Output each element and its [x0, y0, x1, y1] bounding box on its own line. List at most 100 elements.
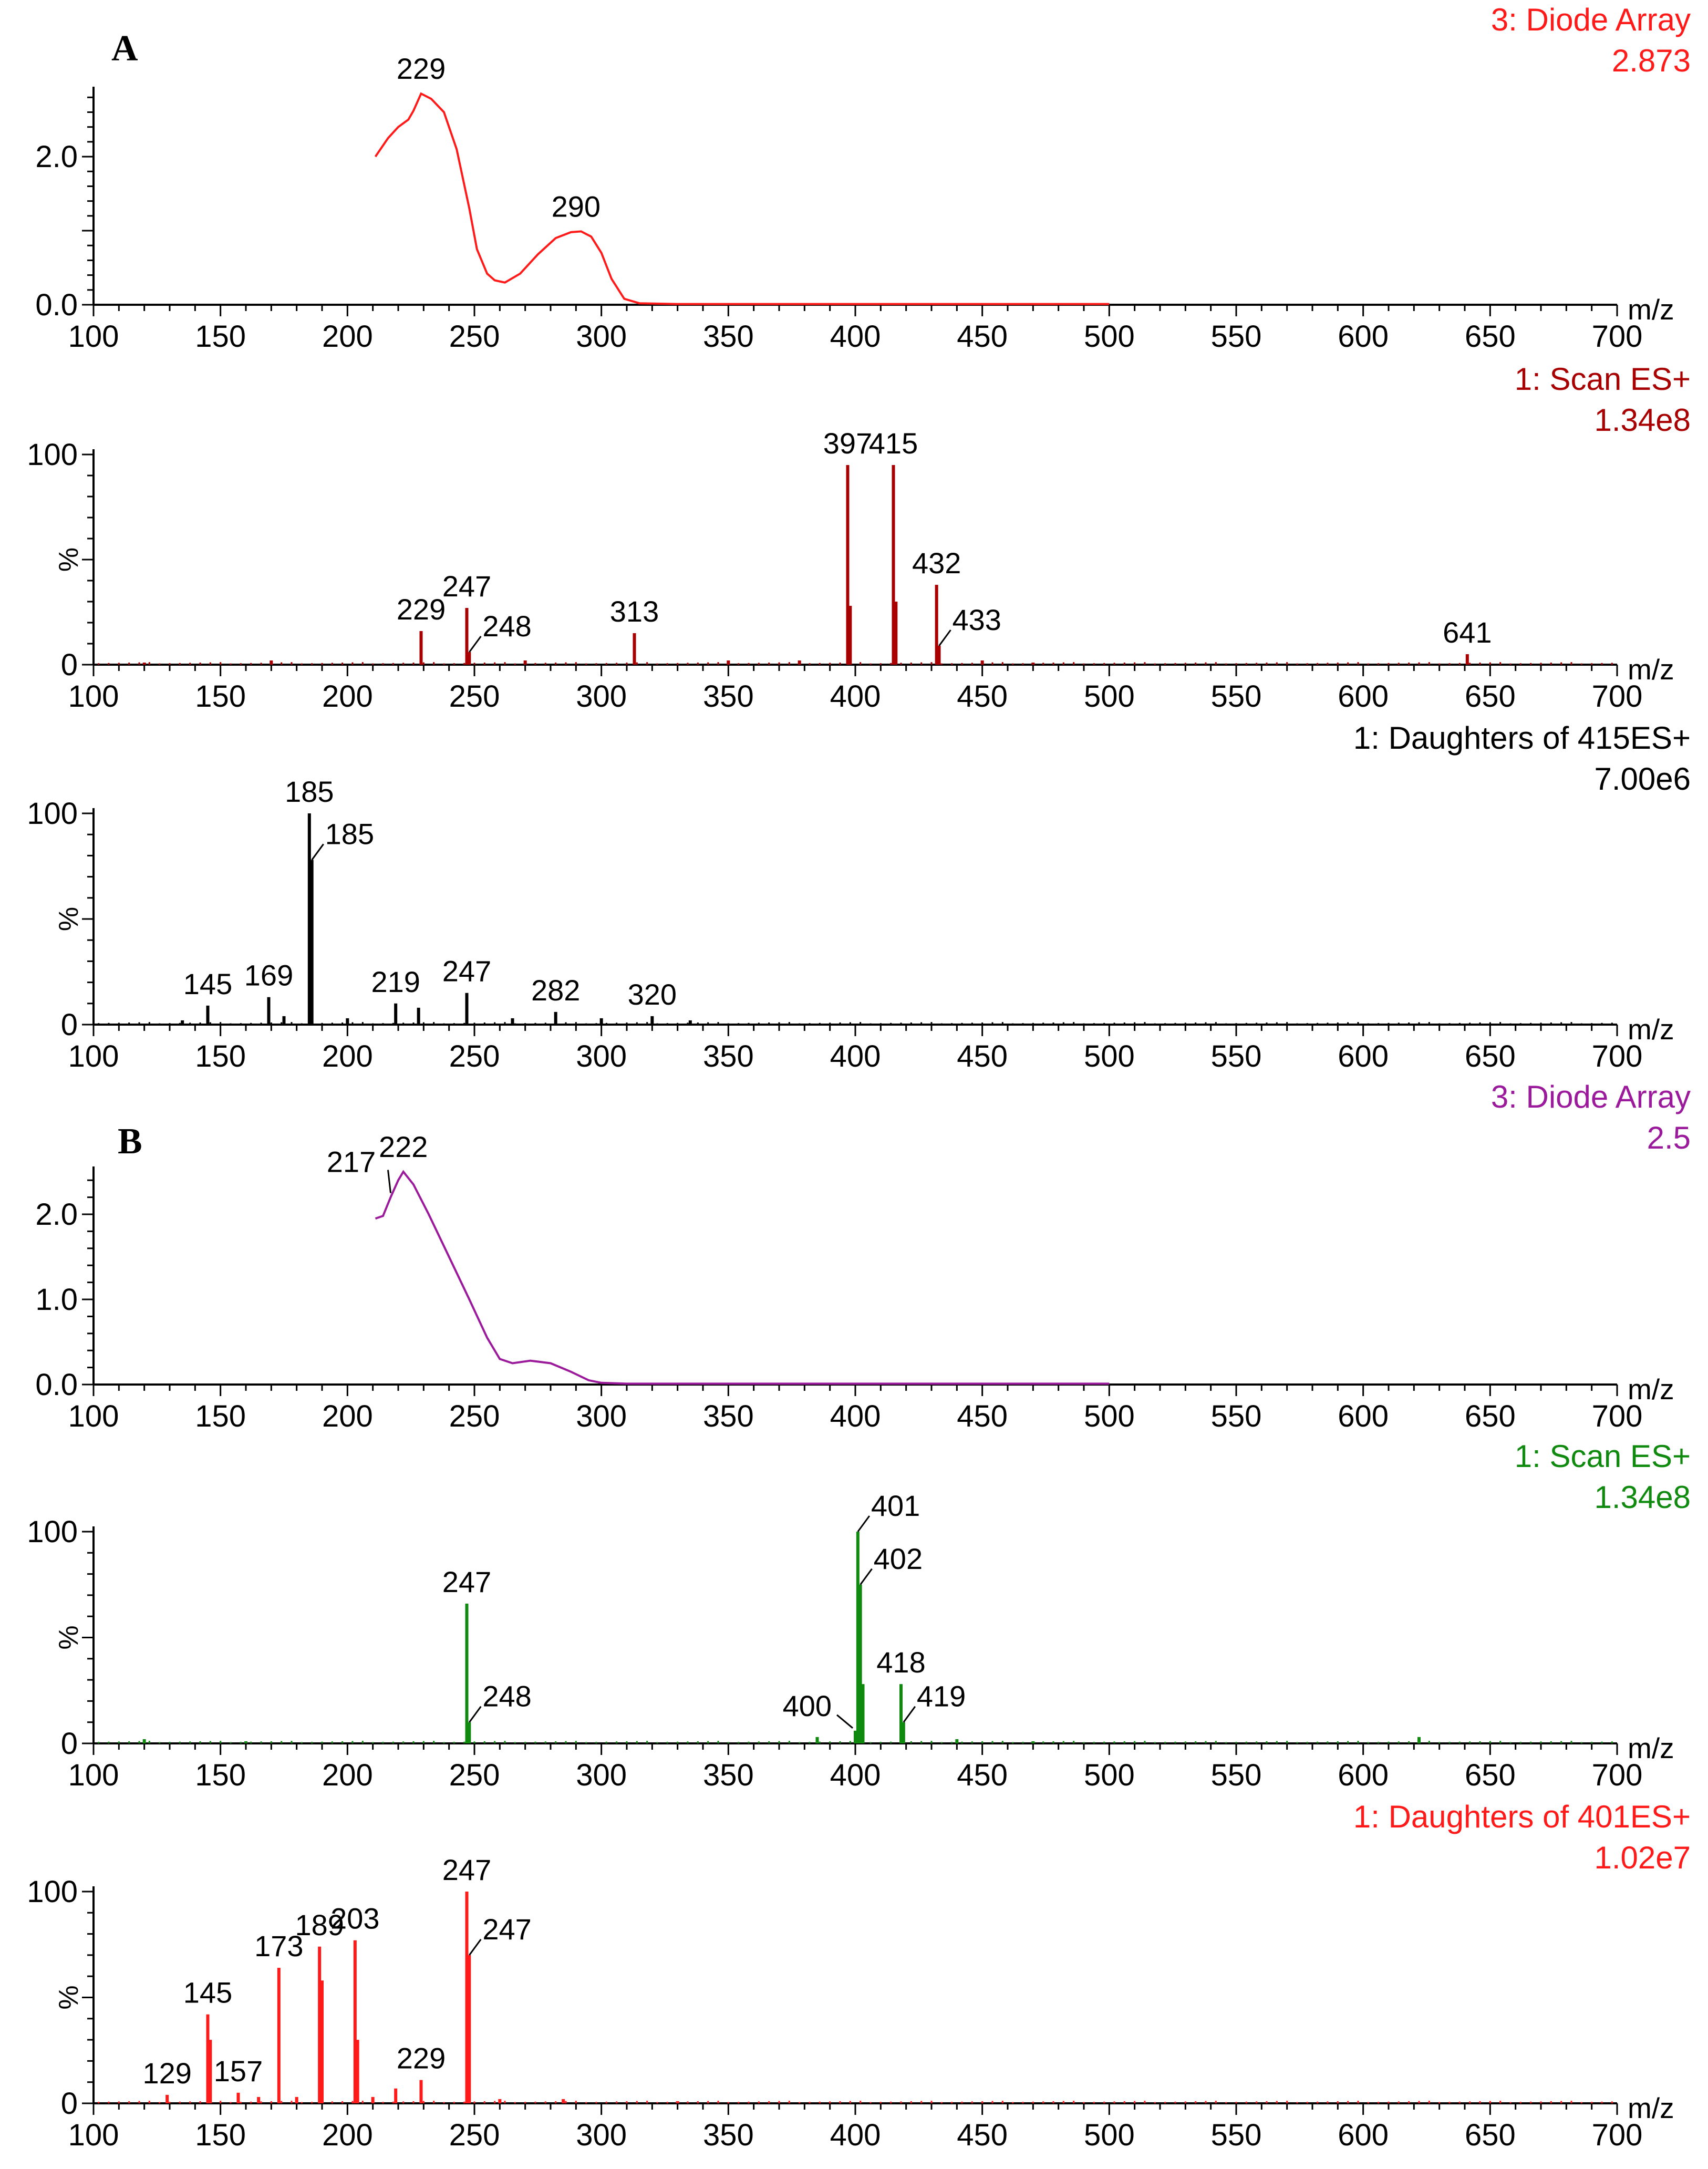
peak-leader	[836, 1714, 853, 1729]
x-tick-label: 650	[1465, 679, 1516, 714]
peak-label: 247	[442, 570, 491, 603]
y-tick-label: 2.0	[35, 1197, 78, 1232]
x-tick-label: 550	[1211, 319, 1262, 354]
x-tick-label: 450	[957, 1399, 1008, 1433]
peak-label: 247	[482, 1913, 531, 1946]
y-tick-label: 100	[27, 438, 78, 472]
x-tick-label: 100	[68, 2118, 119, 2152]
chart-stack: 3: Diode Array 2.873 100 150 200 250 300 350 400…	[27, 2, 1691, 2152]
x-tick-label: 100	[68, 319, 119, 354]
x-tick-label: 250	[449, 2118, 500, 2152]
peak-label: 247	[442, 955, 491, 988]
peak-label: 290	[552, 190, 601, 223]
y-axis-label: %	[54, 548, 84, 572]
x-tick-label: 700	[1592, 679, 1643, 714]
x-tick-label: 500	[1084, 2118, 1135, 2152]
x-tick-label: 650	[1465, 1758, 1516, 1792]
x-tick-label: 700	[1592, 1399, 1643, 1433]
y-axis-label: %	[54, 1625, 84, 1649]
x-tick-label: 400	[830, 319, 881, 354]
peak-label: 173	[254, 1929, 303, 1963]
chart-title: 3: Diode Array	[1491, 1079, 1691, 1114]
peak-leader	[469, 1706, 482, 1723]
x-tick-label: 150	[195, 319, 246, 354]
peak-leader	[857, 1515, 871, 1532]
x-tick-label: 100	[68, 1399, 119, 1433]
x-tick-label: 650	[1465, 2118, 1516, 2152]
x-tick-label: 350	[703, 1758, 754, 1792]
x-tick-label: 400	[830, 2118, 881, 2152]
x-tick-label: 400	[830, 1399, 881, 1433]
x-tick-label: 600	[1338, 319, 1389, 354]
x-tick-label: 350	[703, 2118, 754, 2152]
y-axis-label: %	[54, 907, 84, 931]
peak-label: 229	[397, 52, 446, 85]
x-tick-label: 500	[1084, 1039, 1135, 1073]
peak-label: 313	[610, 595, 659, 628]
x-tick-label: 300	[576, 1039, 627, 1073]
x-tick-label: 450	[957, 319, 1008, 354]
x-tick-label: 200	[322, 1399, 373, 1433]
peak-label: 401	[871, 1489, 920, 1522]
peak-label: 433	[953, 603, 1001, 636]
chart-title: 3: Diode Array	[1491, 2, 1691, 37]
x-tick-label: 450	[957, 1039, 1008, 1073]
x-tick-label: 300	[576, 319, 627, 354]
x-tick-label: 100	[68, 679, 119, 714]
peak-leader	[938, 629, 951, 646]
x-tick-label: 550	[1211, 1399, 1262, 1433]
peak-label: 282	[531, 974, 580, 1007]
chart-panel-3: 1: Daughters of 415ES+ 7.00e6 100 150 200 250…	[27, 720, 1691, 1073]
x-tick-label: 500	[1084, 1758, 1135, 1792]
chart-panel-2: 1: Scan ES+ 1.34e8 100 150 200 250 300 350 400 45…	[27, 362, 1691, 714]
y-tick-label: 100	[27, 1875, 78, 1909]
y-tick-label: 1.0	[35, 1283, 78, 1317]
x-tick-label: 250	[449, 1399, 500, 1433]
chart-scale: 7.00e6	[1594, 761, 1691, 797]
y-tick-label: 100	[27, 1515, 78, 1549]
peak-label: 219	[371, 965, 420, 998]
chart-scale: 2.873	[1612, 43, 1691, 78]
peak-label: 432	[912, 546, 961, 580]
x-tick-label: 650	[1465, 1399, 1516, 1433]
chart-panel-4: 3: Diode Array 2.5 100 150 200 250 300 350 400 45…	[35, 1079, 1691, 1433]
peak-label: 229	[397, 593, 446, 626]
y-tick-label: 0.0	[35, 1368, 78, 1402]
x-tick-label: 550	[1211, 679, 1262, 714]
x-tick-label: 200	[322, 2118, 373, 2152]
x-tick-label: 500	[1084, 1399, 1135, 1433]
peak-label: 129	[142, 2057, 191, 2090]
chart-title: 1: Daughters of 401ES+	[1353, 1799, 1691, 1834]
x-tick-label: 150	[195, 2118, 246, 2152]
chart-panel-5: 1: Scan ES+ 1.34e8 100 150 200 250 300 350 400 45…	[27, 1439, 1691, 1792]
x-tick-label: 200	[322, 1039, 373, 1073]
peak-label: 402	[874, 1542, 923, 1575]
x-tick-label: 350	[703, 1039, 754, 1073]
x-axis-label: m/z	[1628, 2092, 1674, 2124]
x-tick-label: 300	[576, 1758, 627, 1792]
x-tick-label: 300	[576, 679, 627, 714]
x-tick-label: 550	[1211, 1039, 1262, 1073]
peak-leader	[469, 636, 482, 653]
x-tick-label: 350	[703, 319, 754, 354]
x-tick-label: 600	[1338, 679, 1389, 714]
x-axis-label: m/z	[1628, 293, 1674, 326]
x-tick-label: 350	[703, 679, 754, 714]
x-tick-label: 400	[830, 679, 881, 714]
peak-leader	[469, 1939, 482, 1956]
peak-label: 203	[330, 1902, 379, 1935]
x-tick-label: 100	[68, 1039, 119, 1073]
x-tick-label: 400	[830, 1758, 881, 1792]
chart-title: 1: Scan ES+	[1515, 362, 1691, 397]
x-tick-label: 500	[1084, 319, 1135, 354]
peak-label: 145	[183, 967, 232, 1000]
chart-title: 1: Scan ES+	[1515, 1439, 1691, 1474]
peak-label: 320	[628, 978, 677, 1011]
y-tick-label: 0	[61, 648, 78, 682]
x-tick-label: 400	[830, 1039, 881, 1073]
chart-title: 1: Daughters of 415ES+	[1353, 720, 1691, 756]
peak-label: 418	[876, 1646, 925, 1679]
x-tick-label: 150	[195, 1039, 246, 1073]
x-tick-label: 650	[1465, 1039, 1516, 1073]
peak-label: 157	[214, 2054, 263, 2088]
